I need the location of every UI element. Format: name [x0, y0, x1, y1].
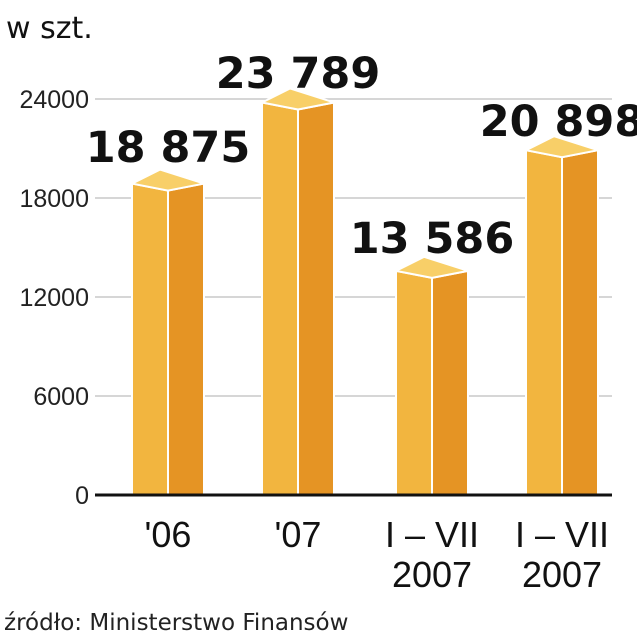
- bar-side-face: [561, 148, 599, 496]
- y-tick-label: 18000: [19, 185, 89, 213]
- x-tick-label: 2007: [392, 554, 472, 595]
- unit-label: w szt.: [6, 11, 93, 46]
- bar-front-face: [525, 148, 563, 496]
- value-label: 20 898: [480, 97, 637, 147]
- source-note: źródło: Ministerstwo Finansów: [4, 610, 348, 636]
- x-tick-label: I – VII: [515, 514, 609, 555]
- bar: [522, 135, 599, 496]
- value-label: 23 789: [216, 49, 381, 99]
- bar-front-face: [131, 182, 169, 496]
- value-label: 18 875: [86, 123, 251, 173]
- bar-top-face: [522, 135, 599, 159]
- bar-top-face: [258, 87, 335, 111]
- bar-front-face: [261, 101, 299, 496]
- value-label: 13 586: [350, 214, 515, 264]
- y-tick-label: 24000: [19, 86, 89, 114]
- bar-front-face: [395, 269, 433, 496]
- y-tick-label: 12000: [19, 284, 89, 312]
- bar: [392, 255, 469, 496]
- y-axis-ticks: 0 6000 12000 18000 24000: [19, 86, 89, 510]
- bar-top-face: [392, 255, 469, 279]
- value-labels: 18 875 23 789 13 586 20 898: [86, 49, 637, 264]
- x-tick-label: '06: [145, 514, 192, 555]
- bar-side-face: [431, 269, 469, 496]
- bar-side-face: [167, 182, 205, 496]
- y-tick-label: 0: [75, 482, 89, 510]
- bar: [128, 168, 205, 496]
- x-tick-label: I – VII: [385, 514, 479, 555]
- x-tick-label: '07: [275, 514, 322, 555]
- y-tick-label: 6000: [33, 383, 89, 411]
- bar: [258, 87, 335, 496]
- bar-side-face: [297, 101, 335, 496]
- x-tick-label: 2007: [522, 554, 602, 595]
- bar-top-face: [128, 168, 205, 192]
